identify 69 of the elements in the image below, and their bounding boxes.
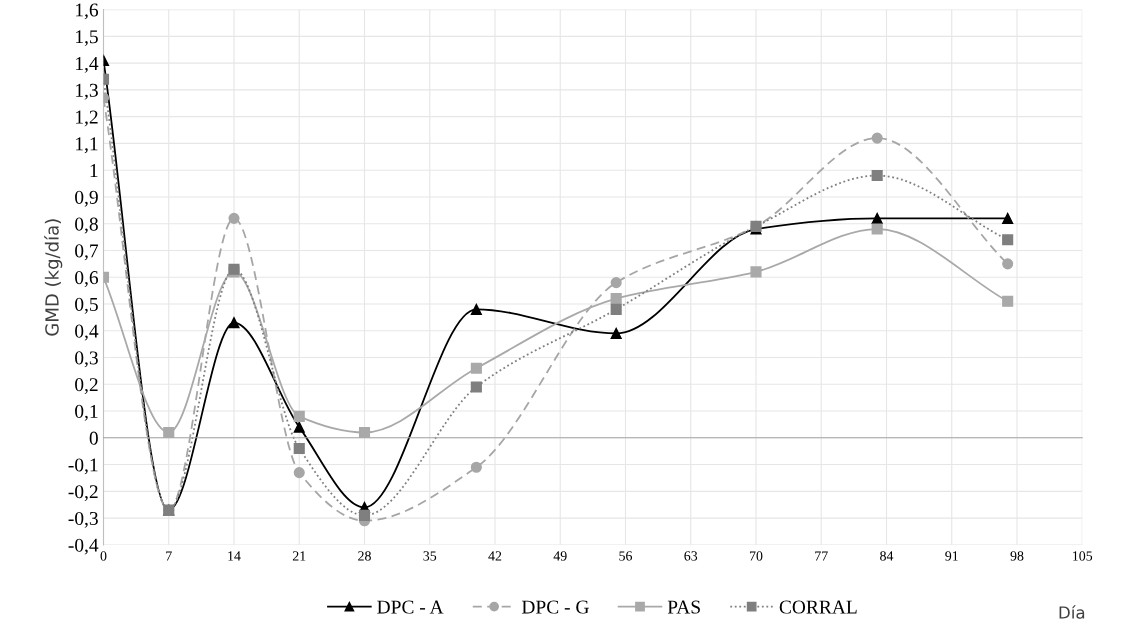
point	[610, 303, 622, 315]
point	[1002, 295, 1014, 307]
point	[610, 277, 622, 289]
y-tick-label: 0,9	[75, 190, 98, 207]
point	[1002, 258, 1014, 270]
y-tick-label: 0,8	[75, 217, 98, 234]
point	[228, 212, 240, 224]
point	[293, 410, 305, 422]
x-tick-label: 77	[815, 551, 828, 561]
point	[470, 461, 482, 473]
point	[358, 426, 371, 439]
y-tick-label: 0,4	[75, 324, 99, 341]
x-tick-label: 21	[292, 551, 306, 561]
y-tick-label: -0,3	[68, 511, 98, 528]
y-tick-label: 1,2	[76, 110, 98, 127]
point	[610, 293, 622, 305]
legend-label: DPC - A	[377, 600, 444, 614]
x-tick-label: 35	[423, 551, 437, 561]
y-tick-label: 0,6	[75, 271, 99, 287]
x-tick-label: 98	[1010, 551, 1024, 561]
point	[1002, 212, 1014, 224]
y-tick-label: 1,6	[76, 3, 99, 20]
y-tick-label: 1	[90, 164, 98, 177]
point	[871, 169, 883, 182]
y-axis-title: GMD (kg/día)	[44, 219, 63, 336]
x-tick-label: 91	[945, 551, 958, 561]
point	[470, 362, 482, 374]
y-tick-label: 0,7	[75, 244, 99, 261]
point	[293, 442, 305, 455]
y-tick-label: 1,4	[76, 57, 99, 73]
point	[293, 421, 305, 433]
y-tick-label: -0,1	[68, 458, 98, 475]
point	[871, 223, 883, 235]
x-tick-label: 28	[358, 551, 371, 561]
x-tick-label: 42	[488, 551, 502, 561]
point	[871, 132, 883, 144]
point	[1002, 234, 1014, 246]
point	[610, 327, 622, 339]
y-tick-label: 1,1	[76, 137, 98, 154]
x-tick-label: 105	[1073, 551, 1093, 561]
x-tick-label: 56	[619, 551, 633, 561]
point	[750, 266, 762, 278]
legend-label: PAS	[667, 600, 700, 614]
x-tick-label: 84	[880, 551, 894, 561]
x-tick-label: 14	[228, 551, 241, 561]
x-tick-label: 70	[749, 551, 763, 561]
y-tick-label: -0,4	[68, 538, 99, 555]
point	[228, 317, 240, 329]
y-tick-label: 0	[89, 431, 98, 445]
x-tick-label: 49	[553, 551, 567, 561]
y-tick-label: 1,5	[76, 30, 98, 47]
point	[871, 212, 883, 224]
point	[358, 509, 371, 521]
point	[470, 381, 482, 393]
point	[470, 303, 482, 315]
legend-label: CORRAL	[779, 600, 857, 614]
x-axis-title: Día	[1059, 605, 1085, 619]
point	[293, 467, 305, 479]
y-tick-label: 0,1	[75, 404, 98, 421]
x-tick-label: 7	[166, 551, 172, 561]
x-tick-label: 0	[100, 551, 107, 561]
y-tick-label: 0,2	[75, 378, 98, 395]
legend-label: DPC - G	[521, 600, 589, 614]
point	[163, 426, 175, 439]
y-tick-label: 0,3	[75, 351, 98, 368]
y-tick-label: 0,5	[75, 297, 98, 314]
y-tick-label: 1,3	[76, 83, 98, 100]
y-tick-label: -0,2	[68, 485, 98, 502]
x-tick-label: 63	[684, 551, 698, 561]
